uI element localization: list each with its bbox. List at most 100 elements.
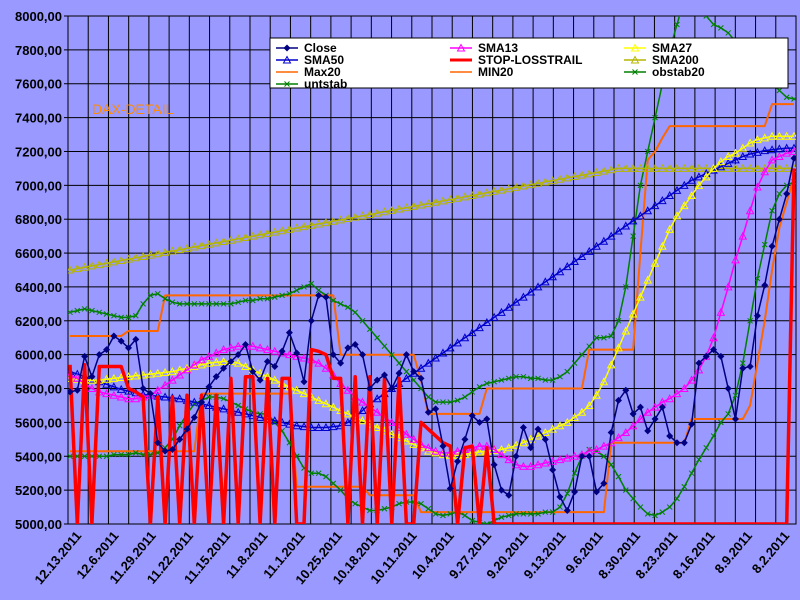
close-point (125, 344, 133, 352)
sma200-point (738, 163, 748, 172)
sma50-point (219, 404, 228, 413)
legend-item-untstab: untstab (276, 77, 347, 91)
legend-item-obstab20: obstab20 (624, 65, 705, 79)
sma200-point (358, 211, 367, 220)
sma13-point (285, 350, 294, 359)
close-point (220, 364, 228, 372)
y-tick-label: 6600,00 (15, 246, 62, 261)
sma50-point (255, 412, 265, 421)
untstab-point (681, 483, 688, 490)
obstab20-point (271, 294, 278, 300)
obstab20-point (630, 233, 636, 239)
obstab20-point (184, 301, 190, 307)
sma200-point (592, 167, 601, 176)
untstab-point (396, 500, 402, 507)
obstab20-point (718, 24, 724, 31)
obstab20-point (542, 377, 549, 383)
sma13-point (409, 434, 419, 443)
close-point (775, 215, 783, 223)
untstab-point (601, 453, 607, 460)
y-tick-label: 6000,00 (15, 348, 62, 363)
untstab-point (505, 512, 512, 519)
y-tick-label: 7400,00 (15, 111, 62, 126)
sma200-point (372, 208, 382, 217)
obstab20-point (308, 280, 315, 287)
sma50-point (204, 400, 214, 409)
obstab20-point (74, 307, 81, 314)
sma27-point (789, 131, 796, 140)
sma50-point (102, 379, 111, 388)
y-tick-label: 6400,00 (15, 280, 62, 295)
obstab20-point (366, 326, 373, 333)
close-point (73, 386, 81, 394)
obstab20-point (352, 309, 359, 316)
sma200-point (775, 163, 784, 172)
obstab20-point (162, 295, 168, 302)
sma50-point (606, 231, 616, 240)
close-point (227, 357, 235, 365)
sma200-point (636, 163, 645, 172)
close-point (571, 488, 579, 496)
sma200-point (255, 230, 265, 239)
sma50-point (541, 277, 550, 286)
close-point (198, 398, 206, 406)
close-point (585, 452, 593, 460)
obstab20-point (410, 377, 417, 383)
sma200-point (248, 231, 258, 240)
close-point (717, 352, 725, 360)
untstab-point (440, 512, 446, 519)
close-point (417, 374, 425, 382)
untstab-point (132, 450, 139, 456)
legend-item-stop-losstrail: STOP-LOSSTRAIL (450, 53, 582, 67)
obstab20-point (725, 30, 732, 36)
sma13-point (299, 353, 309, 362)
sma50-point (109, 382, 119, 391)
sma13-point (570, 451, 579, 460)
max20-line (70, 103, 794, 415)
sma50-point (526, 287, 536, 296)
close-point (490, 461, 498, 469)
sma27-point (672, 211, 682, 220)
sma27-point (358, 416, 367, 425)
untstab-point (535, 510, 541, 517)
sma50-point (467, 328, 477, 337)
sma200-point (336, 215, 345, 224)
close-point (168, 445, 176, 453)
close-point (541, 435, 549, 443)
obstab20-point (615, 317, 622, 324)
sma50-point (672, 185, 682, 194)
sma50-point (453, 338, 462, 347)
sma27-point (504, 443, 514, 452)
sma27-point (511, 440, 521, 449)
sma200-point (424, 199, 433, 208)
sma50-point (782, 143, 792, 152)
sma50-point (328, 422, 338, 431)
obstab20-point (469, 389, 476, 395)
close-point (190, 413, 198, 421)
sma27-point (372, 422, 382, 431)
y-tick-label: 6200,00 (15, 314, 62, 329)
close-point (161, 447, 169, 455)
legend-marker-point (456, 43, 466, 52)
obstab20-point (462, 394, 468, 400)
untstab-point (68, 453, 73, 460)
untstab-point (549, 509, 556, 516)
sma13-point (263, 345, 272, 354)
obstab20-point (286, 290, 293, 297)
sma50-point (314, 422, 323, 431)
untstab-point (323, 473, 329, 480)
close-point (234, 351, 242, 359)
sma200-point (131, 253, 141, 262)
untstab-point (118, 451, 125, 458)
close-point (724, 385, 732, 393)
sma27-point (658, 241, 667, 250)
sma50-point (650, 201, 660, 210)
close-point (183, 425, 191, 433)
legend-label: SMA200 (652, 53, 699, 67)
sma13-point (592, 444, 601, 453)
sma200-point (497, 185, 506, 194)
sma13-point (731, 255, 740, 264)
obstab20-point (213, 301, 220, 307)
obstab20-point (242, 297, 249, 304)
